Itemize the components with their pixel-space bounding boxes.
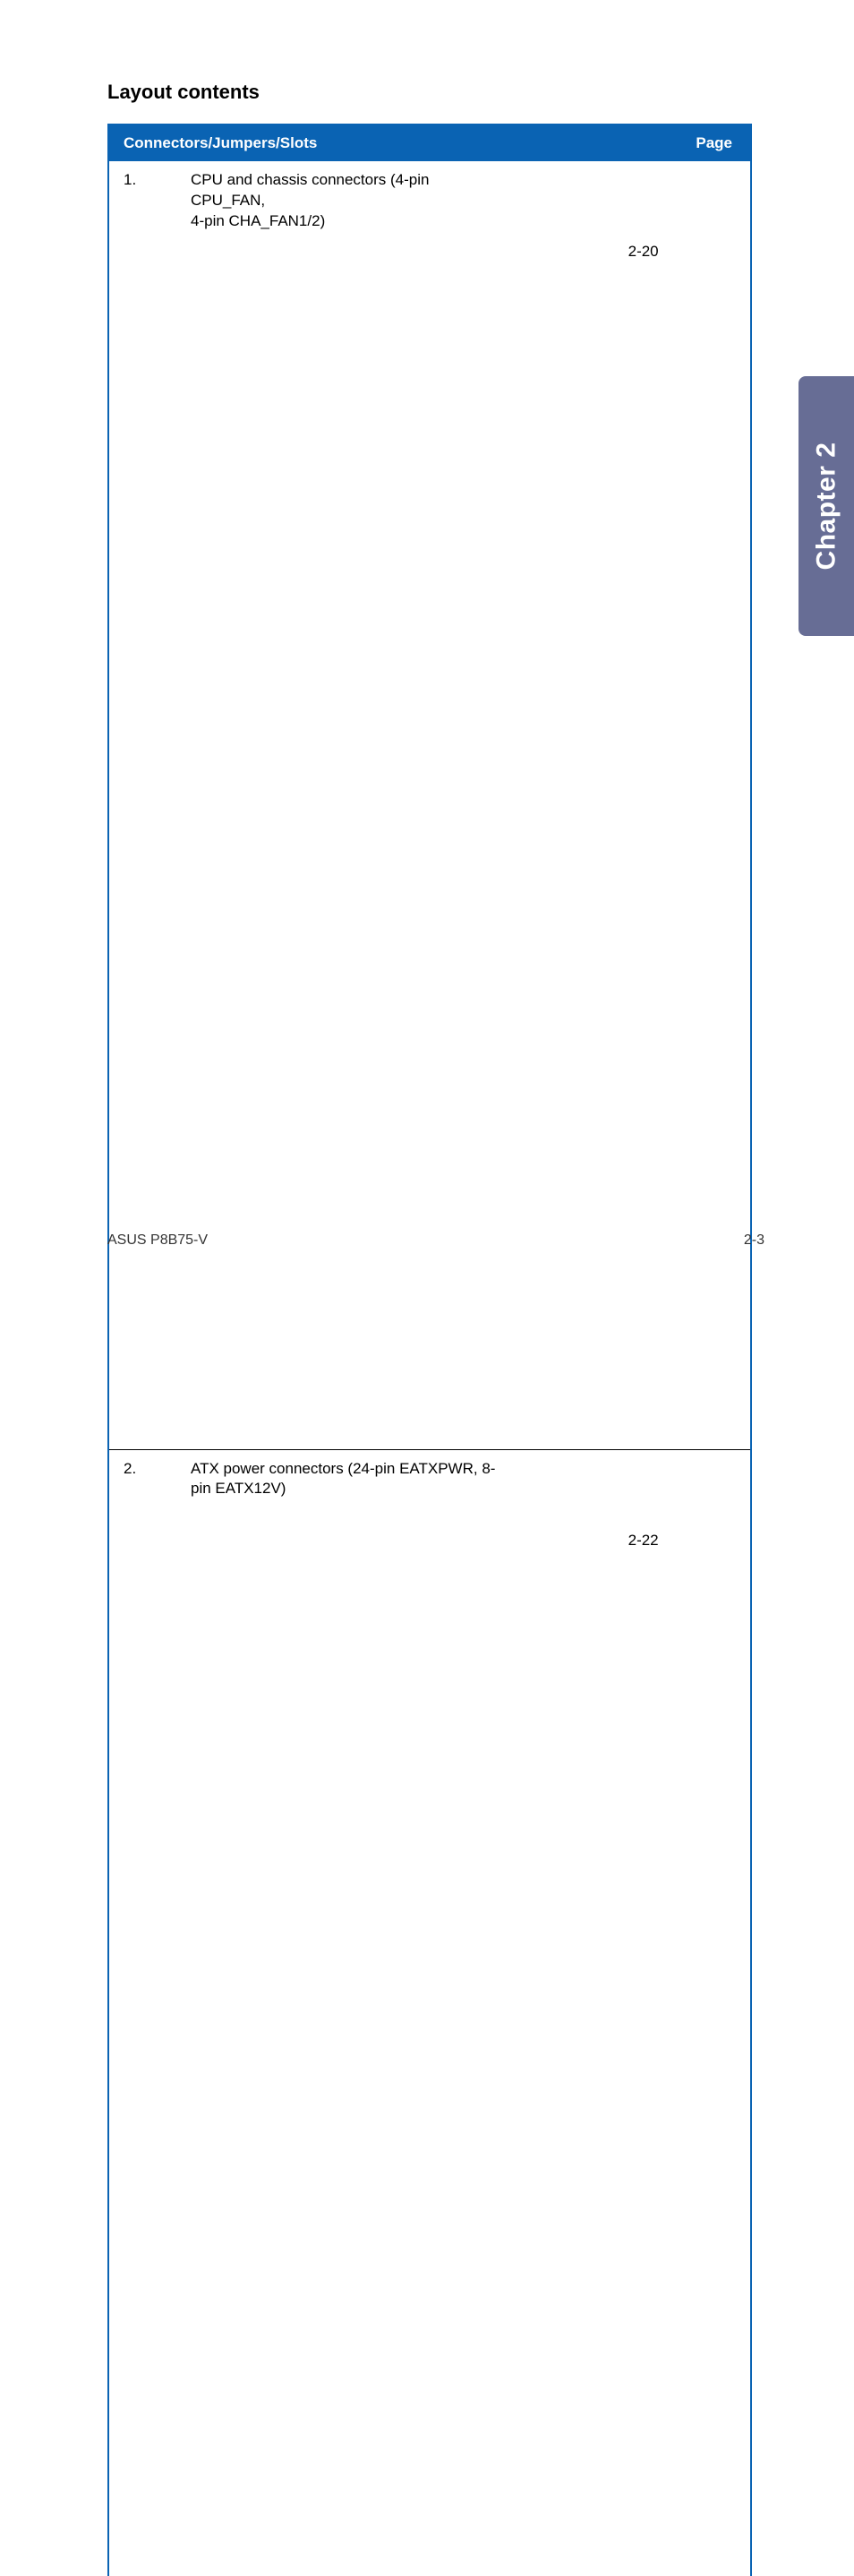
- chapter-side-tab-label: Chapter 2: [811, 442, 841, 571]
- table-header-right: Page: [518, 125, 751, 161]
- row-page: 2-22: [518, 1449, 751, 2576]
- section-heading: Layout contents: [107, 81, 764, 104]
- table-row: 1.CPU and chassis connectors (4-pin CPU_…: [108, 161, 751, 1449]
- row-number: 2.: [108, 1449, 176, 2576]
- footer-left: ASUS P8B75-V: [107, 1232, 208, 1249]
- row-page: 2-20: [518, 161, 751, 1449]
- footer-right: 2-3: [744, 1232, 764, 1249]
- table-row: 2.ATX power connectors (24-pin EATXPWR, …: [108, 1449, 751, 2576]
- table-header-left: Connectors/Jumpers/Slots: [108, 125, 518, 161]
- page-footer: ASUS P8B75-V 2-3: [107, 1232, 764, 1249]
- chapter-side-tab: Chapter 2: [798, 376, 854, 636]
- row-description: CPU and chassis connectors (4-pin CPU_FA…: [176, 161, 518, 1449]
- layout-contents-table: Connectors/Jumpers/Slots Page 1.CPU and …: [107, 124, 752, 2576]
- row-number: 1.: [108, 161, 176, 1449]
- table-header-row: Connectors/Jumpers/Slots Page: [108, 125, 751, 161]
- row-description: ATX power connectors (24-pin EATXPWR, 8-…: [176, 1449, 518, 2576]
